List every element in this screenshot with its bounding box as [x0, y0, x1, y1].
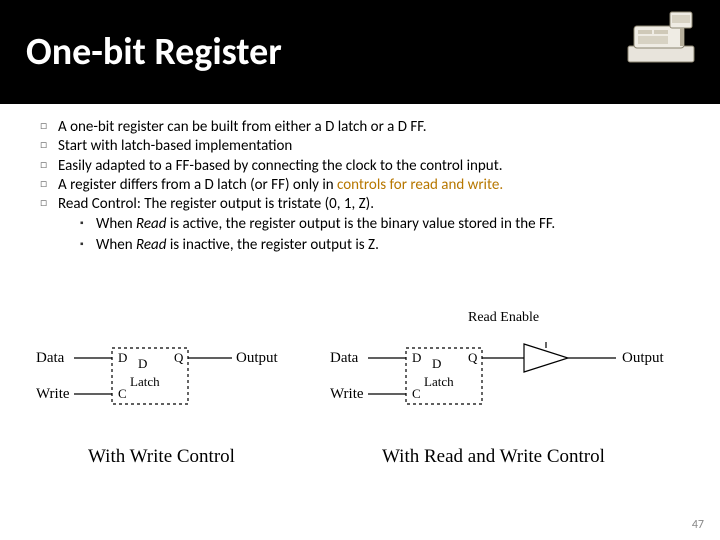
- pin-q: Q: [468, 350, 477, 366]
- bullet-item: Start with latch-based implementation: [40, 137, 690, 155]
- diagram-write-control: Data Write Output D Q C D Latch: [36, 342, 316, 432]
- bullet-item: A register differs from a D latch (or FF…: [40, 176, 690, 194]
- cash-register-icon: [622, 6, 702, 68]
- slide: One-bit Register A one-bit register can …: [0, 0, 720, 540]
- bullet-text: A register differs from a D latch (or FF…: [58, 176, 337, 194]
- bullet-item: Read Control: The register output is tri…: [40, 195, 690, 254]
- bullet-text: Read Control: The register output is tri…: [58, 195, 374, 213]
- sub-italic: Read: [136, 236, 166, 254]
- diagrams-region: Read Enable Data Write Output D Q C D La…: [0, 338, 720, 488]
- sub-text: is inactive, the register output is Z.: [166, 236, 378, 254]
- latch-line2: Latch: [130, 374, 160, 390]
- latch-line2: Latch: [424, 374, 454, 390]
- diagram-read-write-control: Data Write Output D Q C D Latch: [330, 342, 690, 432]
- write-label: Write: [36, 386, 70, 403]
- sub-italic: Read: [136, 215, 166, 233]
- sub-text: When: [96, 215, 136, 233]
- sub-bullet-list: When Read is active, the register output…: [58, 215, 690, 254]
- slide-title: One-bit Register: [26, 29, 282, 75]
- title-bar: One-bit Register: [0, 0, 720, 104]
- sub-bullet-item: When Read is inactive, the register outp…: [80, 236, 690, 254]
- pin-c: C: [118, 386, 127, 402]
- sub-text: When: [96, 236, 136, 254]
- content-area: A one-bit register can be built from eit…: [0, 104, 720, 254]
- sub-bullet-item: When Read is active, the register output…: [80, 215, 690, 233]
- pin-d: D: [118, 350, 127, 366]
- bullet-accent: controls for read and write.: [337, 176, 503, 194]
- caption-left: With Write Control: [88, 446, 235, 468]
- bullet-item: Easily adapted to a FF-based by connecti…: [40, 157, 690, 175]
- output-label: Output: [622, 350, 664, 367]
- bullet-item: A one-bit register can be built from eit…: [40, 118, 690, 136]
- data-label: Data: [36, 350, 64, 367]
- pin-d: D: [412, 350, 421, 366]
- output-label: Output: [236, 350, 278, 367]
- latch-line1: D: [138, 356, 147, 372]
- write-label: Write: [330, 386, 364, 403]
- pin-c: C: [412, 386, 421, 402]
- caption-right: With Read and Write Control: [382, 446, 605, 468]
- read-enable-label: Read Enable: [468, 310, 539, 326]
- latch-line1: D: [432, 356, 441, 372]
- slide-number: 47: [692, 518, 704, 532]
- sub-text: is active, the register output is the bi…: [166, 215, 555, 233]
- bullet-list: A one-bit register can be built from eit…: [40, 118, 690, 254]
- pin-q: Q: [174, 350, 183, 366]
- data-label: Data: [330, 350, 358, 367]
